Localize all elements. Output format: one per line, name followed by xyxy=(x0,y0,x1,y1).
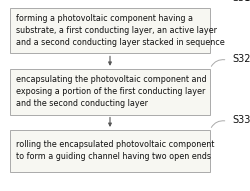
Bar xyxy=(10,130,210,172)
Bar xyxy=(10,8,210,53)
Text: S33: S33 xyxy=(232,115,250,125)
Text: rolling the encapsulated photovoltaic component
to form a guiding channel having: rolling the encapsulated photovoltaic co… xyxy=(16,141,214,161)
Text: S31: S31 xyxy=(232,0,250,3)
Bar xyxy=(10,69,210,115)
Text: forming a photovoltaic component having a
substrate, a first conducting layer, a: forming a photovoltaic component having … xyxy=(16,14,224,47)
Text: S32: S32 xyxy=(232,54,250,64)
Text: encapsulating the photovoltaic component and
exposing a portion of the first con: encapsulating the photovoltaic component… xyxy=(16,75,206,108)
